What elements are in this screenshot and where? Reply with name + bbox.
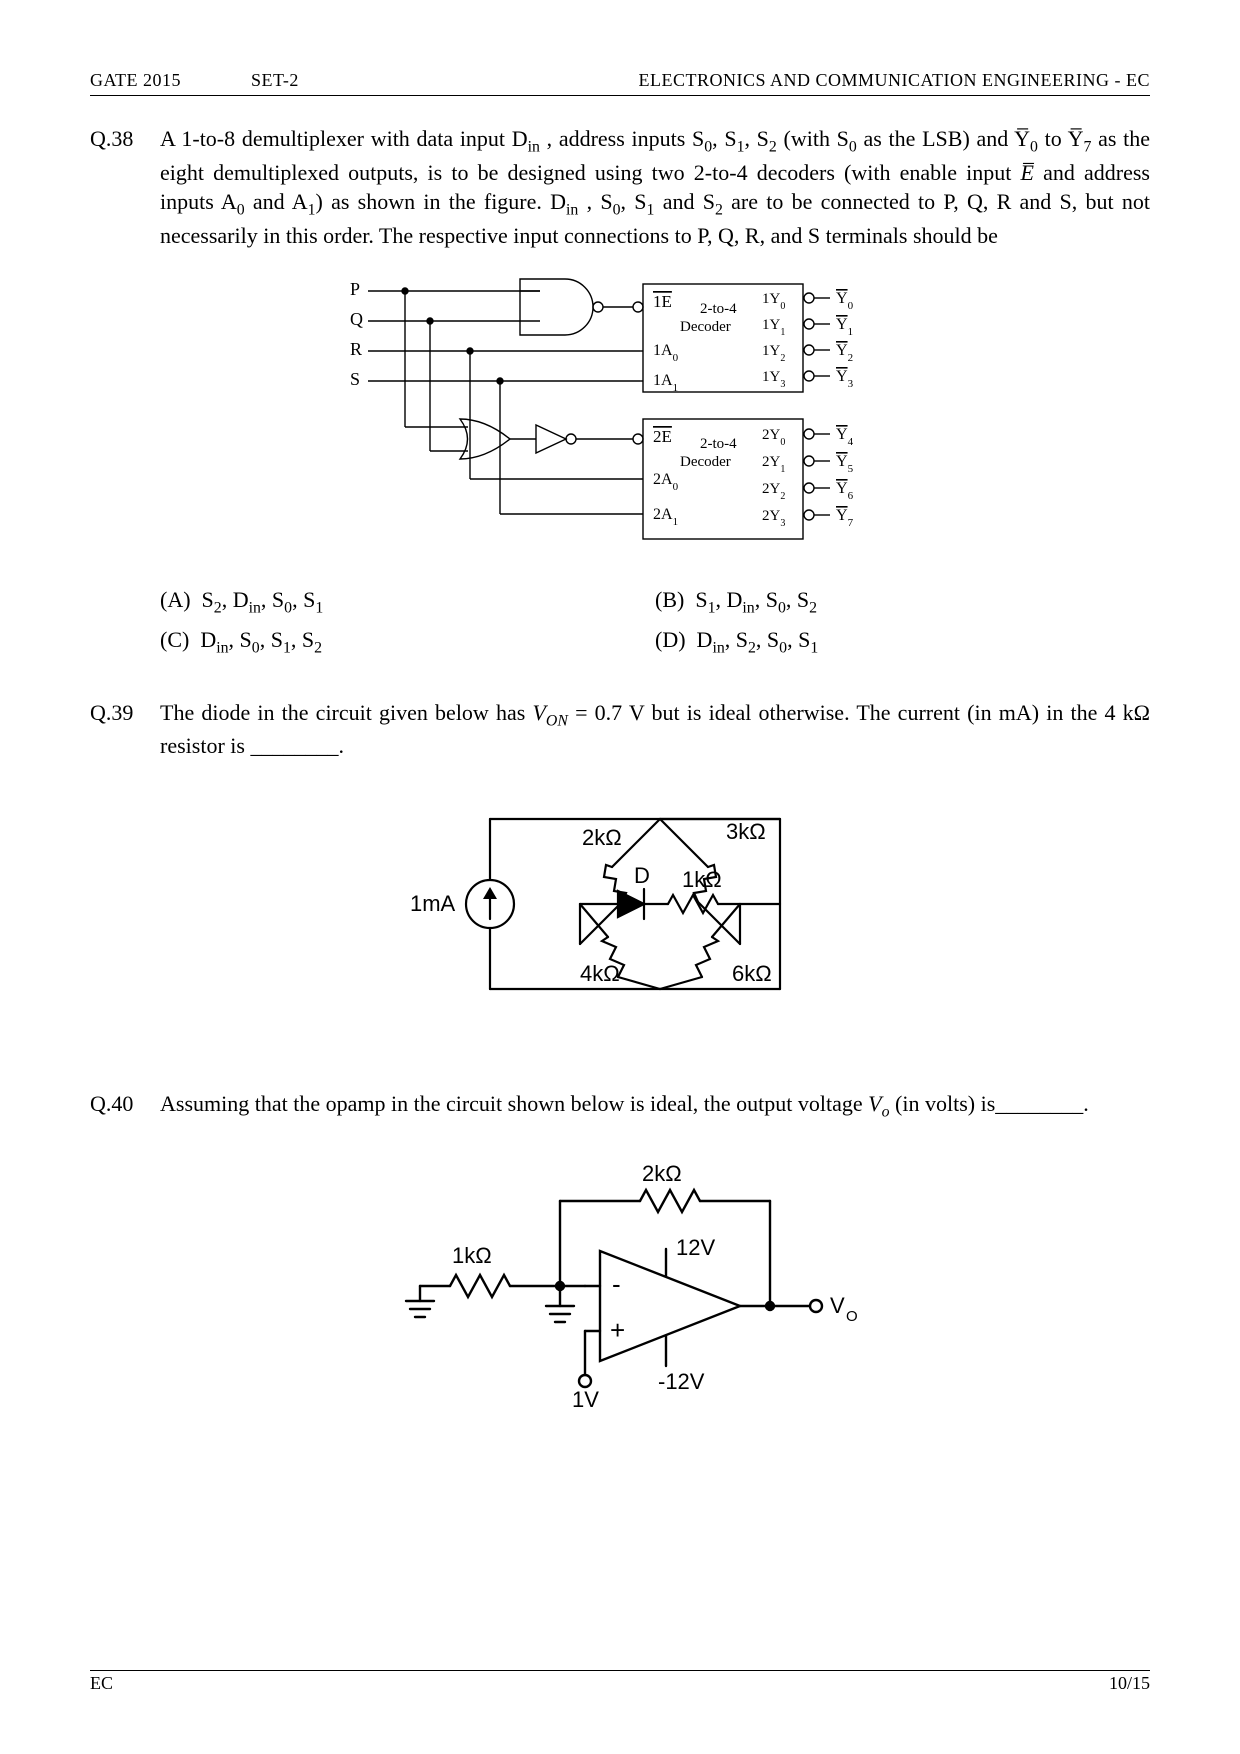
question-39: Q.39 The diode in the circuit given belo…	[90, 698, 1150, 761]
option-c: (C) Din, S0, S1, S2	[160, 627, 655, 657]
svg-text:-12V: -12V	[658, 1369, 705, 1394]
svg-text:12V: 12V	[676, 1235, 715, 1260]
svg-text:2Y1: 2Y1	[762, 454, 785, 475]
question-number: Q.39	[90, 698, 160, 761]
svg-text:2E: 2E	[653, 427, 672, 446]
question-38: Q.38 A 1-to-8 demultiplexer with data in…	[90, 124, 1150, 251]
svg-text:Y2: Y2	[836, 342, 853, 364]
question-text: A 1-to-8 demultiplexer with data input D…	[160, 124, 1150, 251]
page-footer: EC 10/15	[90, 1670, 1150, 1694]
svg-text:Q: Q	[350, 309, 363, 329]
question-40: Q.40 Assuming that the opamp in the circ…	[90, 1089, 1150, 1123]
svg-text:Y6: Y6	[836, 480, 854, 502]
svg-text:Y5: Y5	[836, 453, 854, 475]
svg-text:6kΩ: 6kΩ	[732, 961, 772, 986]
svg-text:2Y2: 2Y2	[762, 481, 785, 502]
svg-text:1Y0: 1Y0	[762, 291, 785, 312]
svg-text:Y7: Y7	[836, 507, 854, 529]
svg-text:O: O	[846, 1308, 858, 1325]
svg-text:Y4: Y4	[836, 426, 854, 448]
svg-text:V: V	[830, 1293, 845, 1318]
option-b: (B) S1, Din, S0, S2	[655, 587, 1150, 617]
svg-text:2Y3: 2Y3	[762, 508, 785, 529]
question-number: Q.38	[90, 124, 160, 251]
svg-text:2kΩ: 2kΩ	[642, 1161, 682, 1186]
svg-text:Y0: Y0	[836, 290, 854, 312]
page: GATE 2015 SET-2 ELECTRONICS AND COMMUNIC…	[0, 0, 1240, 1754]
svg-text:4kΩ: 4kΩ	[580, 961, 620, 986]
svg-text:S: S	[350, 369, 360, 389]
svg-text:2Y0: 2Y0	[762, 427, 785, 448]
svg-text:2-to-4: 2-to-4	[700, 436, 737, 452]
page-header: GATE 2015 SET-2 ELECTRONICS AND COMMUNIC…	[90, 70, 1150, 96]
option-d: (D) Din, S2, S0, S1	[655, 627, 1150, 657]
svg-text:1Y1: 1Y1	[762, 317, 785, 338]
svg-text:1mA: 1mA	[410, 891, 456, 916]
q39-figure: 1mA 2kΩ 3kΩ D 1kΩ	[90, 779, 1150, 1039]
svg-text:Decoder: Decoder	[680, 319, 731, 335]
footer-left: EC	[90, 1673, 113, 1694]
svg-text:1A1: 1A1	[653, 372, 678, 394]
svg-text:P: P	[350, 279, 360, 299]
svg-text:3kΩ: 3kΩ	[726, 819, 766, 844]
option-a: (A) S2, Din, S0, S1	[160, 587, 655, 617]
svg-text:1Y3: 1Y3	[762, 369, 785, 390]
svg-text:2A1: 2A1	[653, 506, 678, 528]
q38-options: (A) S2, Din, S0, S1 (B) S1, Din, S0, S2 …	[160, 587, 1150, 658]
svg-text:+: +	[610, 1315, 625, 1345]
header-left: GATE 2015 SET-2	[90, 70, 299, 91]
q40-figure: 1kΩ 2kΩ	[90, 1141, 1150, 1441]
svg-text:2kΩ: 2kΩ	[582, 825, 622, 850]
svg-text:1A0: 1A0	[653, 342, 679, 364]
svg-text:R: R	[350, 339, 362, 359]
question-text: The diode in the circuit given below has…	[160, 698, 1150, 761]
svg-text:2A0: 2A0	[653, 471, 679, 493]
svg-text:1Y2: 1Y2	[762, 343, 785, 364]
footer-right: 10/15	[1109, 1673, 1150, 1694]
q38-figure: P Q R S	[90, 269, 1150, 569]
svg-text:1kΩ: 1kΩ	[682, 867, 722, 892]
header-right: ELECTRONICS AND COMMUNICATION ENGINEERIN…	[639, 70, 1150, 91]
svg-text:1kΩ: 1kΩ	[452, 1243, 492, 1268]
svg-text:Decoder: Decoder	[680, 454, 731, 470]
svg-text:1V: 1V	[572, 1387, 599, 1412]
svg-text:2-to-4: 2-to-4	[700, 301, 737, 317]
svg-text:D: D	[634, 863, 650, 888]
question-number: Q.40	[90, 1089, 160, 1123]
svg-text:-: -	[612, 1269, 621, 1299]
svg-text:Y1: Y1	[836, 316, 853, 338]
question-text: Assuming that the opamp in the circuit s…	[160, 1089, 1150, 1123]
svg-text:1E: 1E	[653, 292, 672, 311]
svg-text:Y3: Y3	[836, 368, 854, 390]
